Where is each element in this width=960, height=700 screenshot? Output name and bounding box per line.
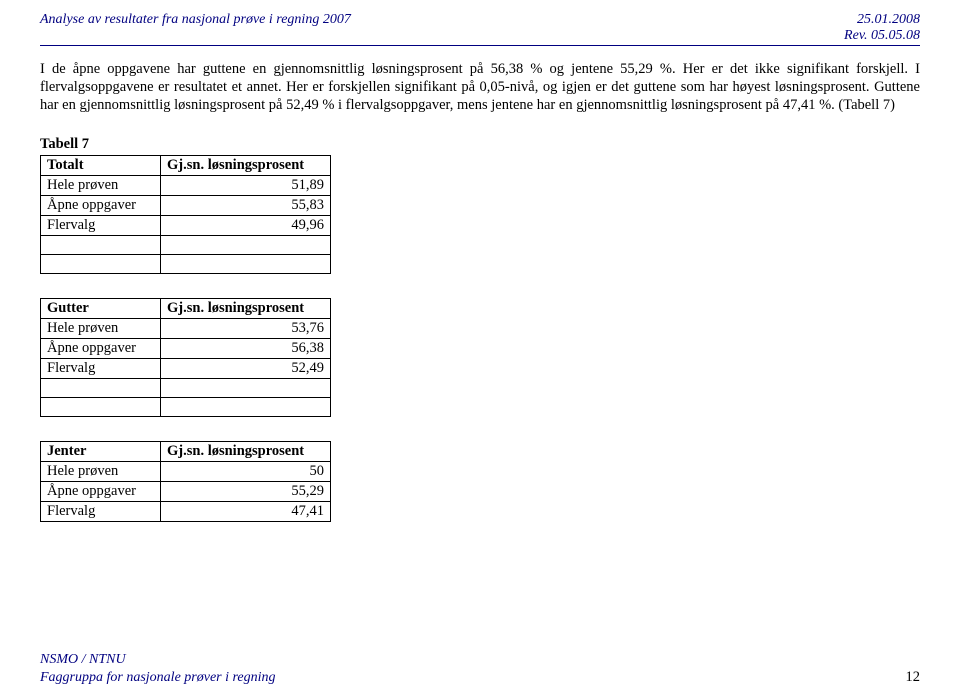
- table-row: Åpne oppgaver 56,38: [41, 339, 331, 359]
- row-label: Flervalg: [41, 502, 161, 522]
- table-row: Åpne oppgaver 55,83: [41, 196, 331, 216]
- row-label: Hele prøven: [41, 176, 161, 196]
- page-header: Analyse av resultater fra nasjonal prøve…: [40, 12, 920, 46]
- empty-row: [41, 398, 331, 417]
- table-totalt: Totalt Gj.sn. løsningsprosent Hele prøve…: [40, 155, 331, 274]
- table-row: Flervalg 47,41: [41, 502, 331, 522]
- row-value: 51,89: [161, 176, 331, 196]
- table-row: Hele prøven 53,76: [41, 319, 331, 339]
- table-totalt-head-a: Totalt: [41, 156, 161, 176]
- row-label: Åpne oppgaver: [41, 339, 161, 359]
- footer-group: Faggruppa for nasjonale prøver i regning: [40, 669, 276, 687]
- row-value: 55,29: [161, 482, 331, 502]
- footer-org: NSMO / NTNU: [40, 651, 276, 669]
- header-title: Analyse av resultater fra nasjonal prøve…: [40, 12, 351, 44]
- row-value: 53,76: [161, 319, 331, 339]
- row-value: 47,41: [161, 502, 331, 522]
- table-gutter-head-a: Gutter: [41, 299, 161, 319]
- row-label: Hele prøven: [41, 319, 161, 339]
- row-label: Åpne oppgaver: [41, 196, 161, 216]
- row-value: 55,83: [161, 196, 331, 216]
- row-label: Flervalg: [41, 359, 161, 379]
- table-jenter-head-a: Jenter: [41, 442, 161, 462]
- table-row: Hele prøven 50: [41, 462, 331, 482]
- row-value: 49,96: [161, 216, 331, 236]
- header-date: 25.01.2008: [857, 12, 920, 27]
- table-gutter-head-b: Gj.sn. løsningsprosent: [161, 299, 331, 319]
- page-footer: NSMO / NTNU Faggruppa for nasjonale prøv…: [40, 651, 920, 686]
- empty-row: [41, 379, 331, 398]
- row-label: Hele prøven: [41, 462, 161, 482]
- empty-row: [41, 255, 331, 274]
- header-revision: Rev. 05.05.08: [844, 28, 920, 44]
- table-label: Tabell 7: [40, 136, 920, 153]
- row-value: 50: [161, 462, 331, 482]
- row-value: 56,38: [161, 339, 331, 359]
- row-value: 52,49: [161, 359, 331, 379]
- row-label: Flervalg: [41, 216, 161, 236]
- header-dates: 25.01.2008 Rev. 05.05.08: [844, 12, 920, 44]
- row-label: Åpne oppgaver: [41, 482, 161, 502]
- table-row: Flervalg 49,96: [41, 216, 331, 236]
- table-row: Hele prøven 51,89: [41, 176, 331, 196]
- body-paragraph: I de åpne oppgavene har guttene en gjenn…: [40, 60, 920, 114]
- page-number: 12: [906, 669, 921, 686]
- empty-row: [41, 236, 331, 255]
- table-jenter: Jenter Gj.sn. løsningsprosent Hele prøve…: [40, 441, 331, 522]
- table-row: Flervalg 52,49: [41, 359, 331, 379]
- table-jenter-head-b: Gj.sn. løsningsprosent: [161, 442, 331, 462]
- table-row: Åpne oppgaver 55,29: [41, 482, 331, 502]
- table-totalt-head-b: Gj.sn. løsningsprosent: [161, 156, 331, 176]
- table-gutter: Gutter Gj.sn. løsningsprosent Hele prøve…: [40, 298, 331, 417]
